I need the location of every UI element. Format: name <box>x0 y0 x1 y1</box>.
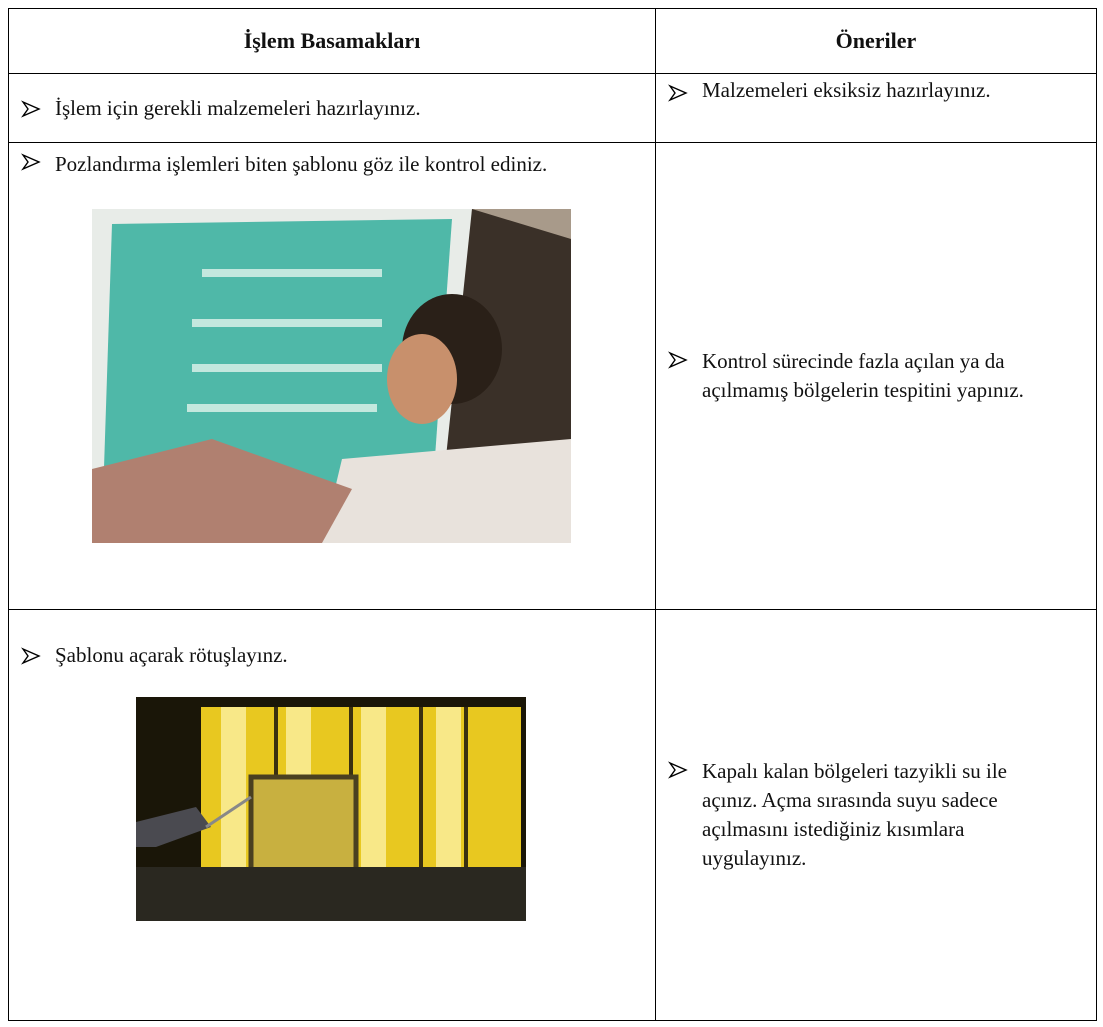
bullet <box>668 761 688 779</box>
bullet <box>668 84 688 102</box>
step-text: İşlem için gerekli malzemeleri hazırlayı… <box>55 96 421 120</box>
step-text: Şablonu açarak rötuşlayınz. <box>55 643 288 667</box>
row: Şablonu açarak rötuşlayınz. Kapalı kalan… <box>8 609 1097 1021</box>
cell: Pozlandırma işlemleri biten şablonu göz … <box>8 142 656 610</box>
advice-text: Kapalı kalan bölgeleri tazyikli su ile a… <box>702 759 1007 870</box>
cell: Malzemeleri eksiksiz hazırlayınız. <box>655 73 1097 143</box>
photo <box>92 209 571 543</box>
bullet <box>21 100 41 118</box>
header-cell: İşlem Basamakları <box>8 8 656 74</box>
photo <box>136 697 526 921</box>
cell: Kapalı kalan bölgeleri tazyikli su ile a… <box>655 609 1097 1021</box>
bullet <box>21 647 41 665</box>
row: Pozlandırma işlemleri biten şablonu göz … <box>8 142 1097 610</box>
advice-text: Malzemeleri eksiksiz hazırlayınız. <box>702 78 991 102</box>
advice-text: Kontrol sürecinde fazla açılan ya da açı… <box>702 349 1024 402</box>
cell: İşlem için gerekli malzemeleri hazırlayı… <box>8 73 656 143</box>
cell: Şablonu açarak rötuşlayınz. <box>8 609 656 1021</box>
bullet <box>21 153 41 171</box>
step-text: Pozlandırma işlemleri biten şablonu göz … <box>55 152 548 176</box>
row: İşlem için gerekli malzemeleri hazırlayı… <box>8 73 1097 143</box>
cell: Kontrol sürecinde fazla açılan ya da açı… <box>655 142 1097 610</box>
bullet <box>668 351 688 369</box>
header-row: İşlem Basamakları Öneriler <box>8 8 1097 74</box>
header-cell: Öneriler <box>655 8 1097 74</box>
steps-table: İşlem Basamakları Öneriler İşlem için ge… <box>8 8 1097 1021</box>
